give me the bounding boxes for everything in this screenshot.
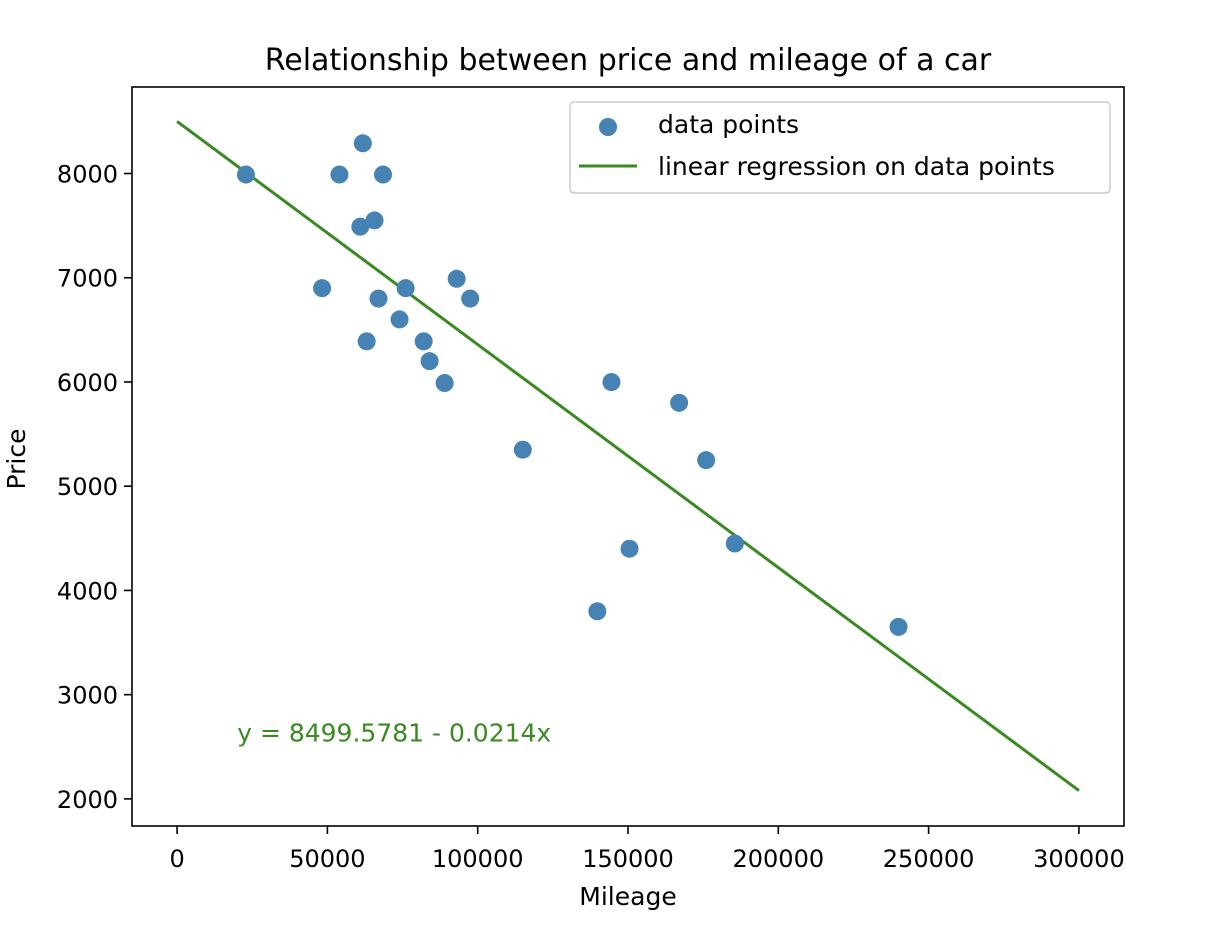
data-point [420, 352, 439, 371]
x-axis-ticks: 0 50000 100000 150000 200000 250000 300000 [169, 826, 1125, 873]
data-point [513, 440, 532, 459]
data-point [365, 211, 384, 230]
x-tick-label: 250000 [883, 845, 975, 873]
data-point [236, 165, 255, 184]
x-tick-label: 300000 [1033, 845, 1125, 873]
y-tick-label: 7000 [57, 265, 118, 293]
data-point [435, 374, 454, 393]
x-tick-label: 100000 [432, 845, 524, 873]
x-tick-label: 200000 [732, 845, 824, 873]
y-tick-label: 4000 [57, 577, 118, 605]
x-tick-label: 150000 [582, 845, 674, 873]
legend-box [569, 101, 1111, 194]
legend-scatter-marker [599, 118, 617, 136]
data-point [670, 393, 689, 412]
data-point [313, 279, 332, 298]
chart-title: Relationship between price and mileage o… [265, 43, 992, 78]
data-point [357, 332, 376, 351]
legend-label-regression: linear regression on data points [658, 152, 1055, 181]
data-point [447, 269, 466, 288]
y-tick-label: 3000 [57, 682, 118, 710]
y-tick-label: 6000 [57, 369, 118, 397]
data-point [396, 279, 415, 298]
y-tick-label: 5000 [57, 473, 118, 501]
x-tick-label: 50000 [289, 845, 365, 873]
data-point [725, 534, 744, 553]
data-point [588, 602, 607, 621]
y-axis-ticks: 2000 3000 4000 5000 6000 7000 8000 [57, 161, 132, 814]
y-tick-label: 8000 [57, 161, 118, 189]
data-point [369, 289, 388, 308]
regression-equation: y = 8499.5781 - 0.0214x [237, 719, 551, 748]
x-tick-label: 0 [169, 845, 184, 873]
data-point [602, 373, 621, 392]
data-point [414, 332, 433, 351]
data-point [390, 310, 409, 329]
data-point [351, 217, 370, 236]
data-point [620, 539, 639, 558]
y-tick-label: 2000 [57, 786, 118, 814]
data-point [330, 165, 349, 184]
legend-label-data-points: data points [658, 110, 799, 139]
regression-line [176, 120, 1080, 792]
data-point [889, 617, 908, 636]
data-point [461, 289, 480, 308]
plot-area: y = 8499.5781 - 0.0214x [176, 120, 1080, 792]
legend: data points linear regression on data po… [569, 101, 1111, 194]
data-point [353, 134, 372, 153]
y-axis-label: Price [2, 429, 31, 490]
data-point [697, 451, 716, 470]
data-point [374, 165, 393, 184]
x-axis-label: Mileage [579, 882, 676, 911]
